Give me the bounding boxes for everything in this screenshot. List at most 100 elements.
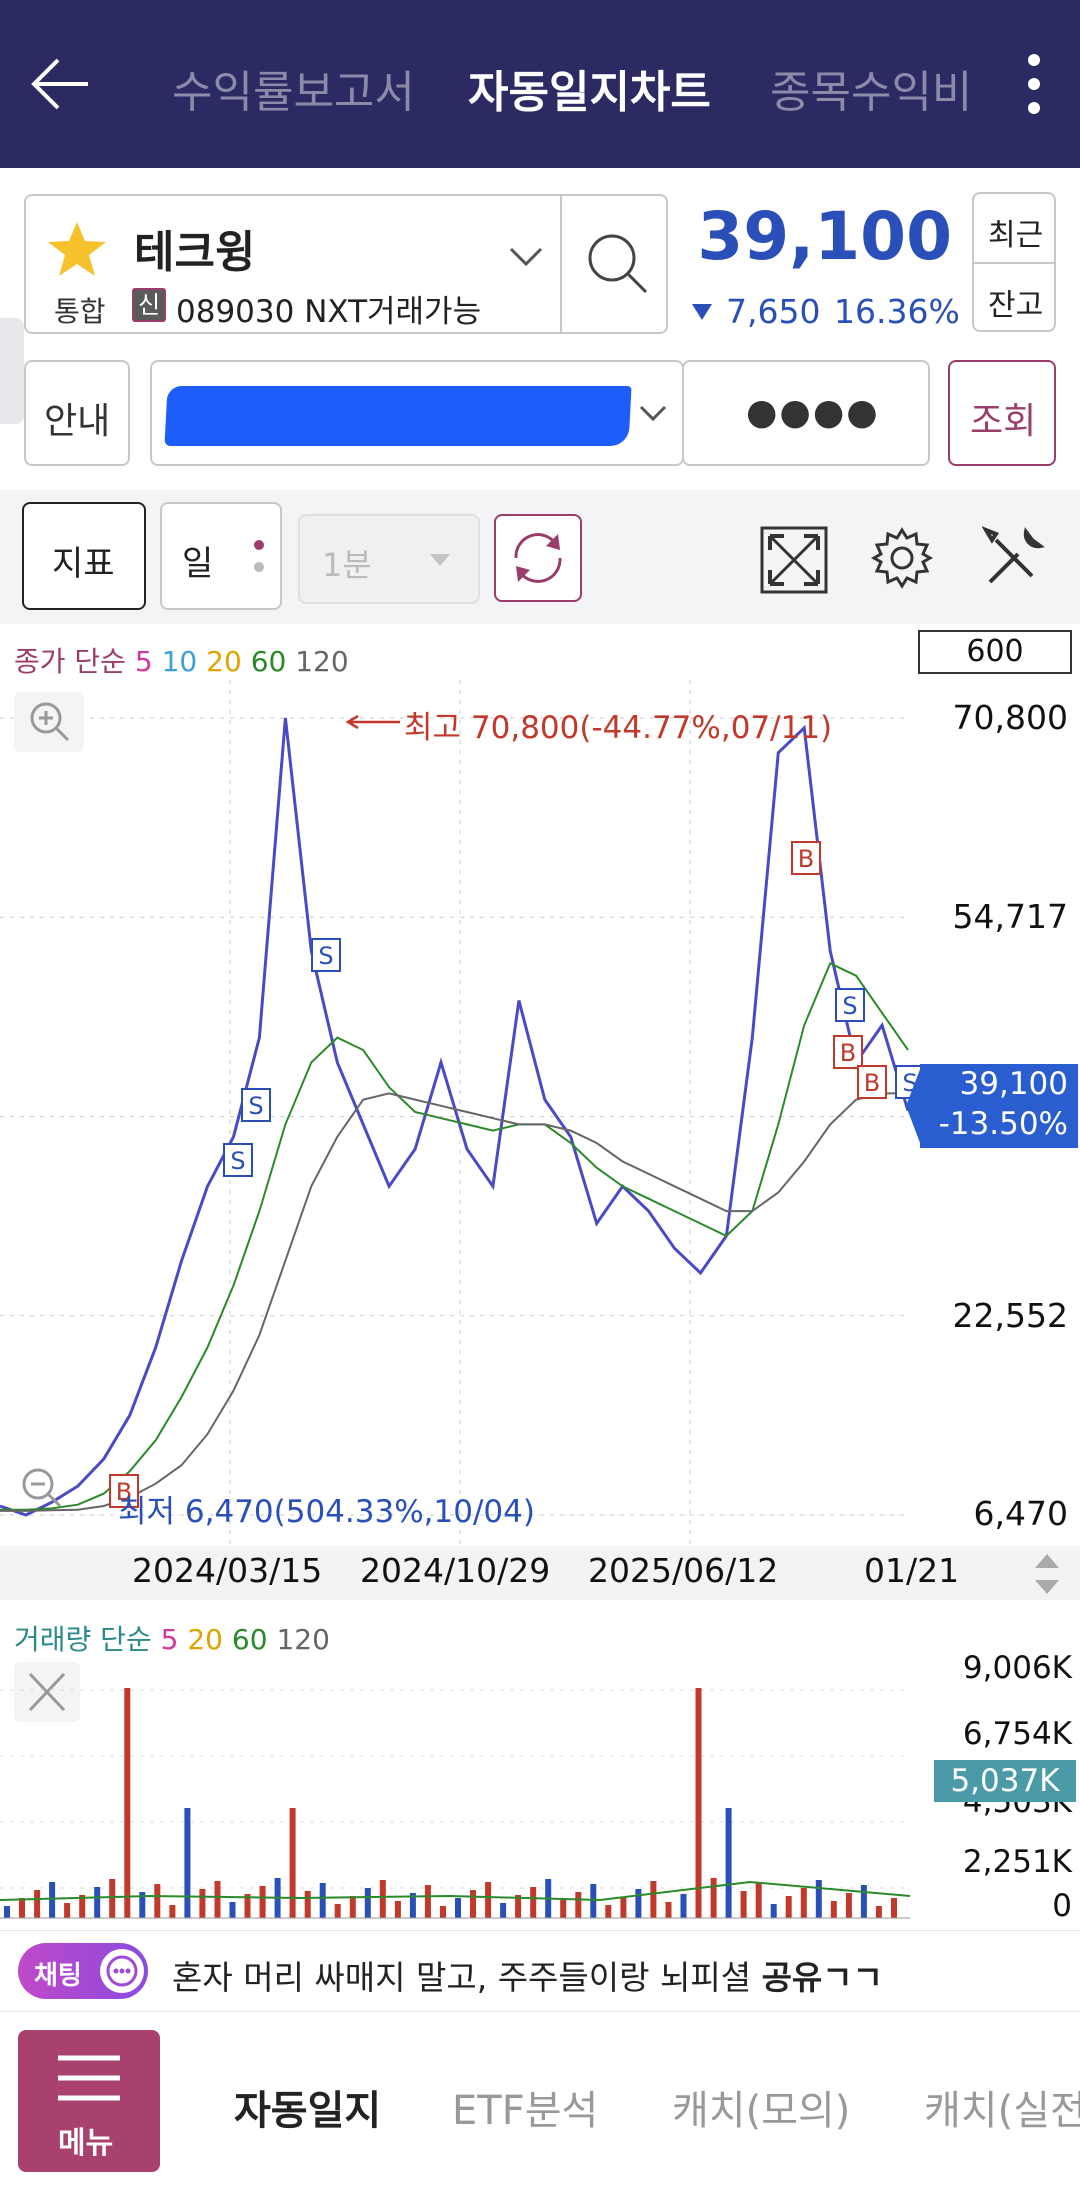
bar-count-box[interactable]: 600 [918,630,1072,674]
date-label-1: 2024/03/15 [132,1551,323,1590]
nav-etf-analysis[interactable]: ETF분석 [452,2088,599,2134]
sell-marker-label: S [230,1147,245,1175]
volume-bar [259,1886,266,1918]
sell-marker [311,938,341,972]
menu-label: 메뉴 [58,2126,114,2161]
tab-stock-profit[interactable]: 종목수익비 [770,67,973,118]
account-selector[interactable] [150,360,684,466]
vol-legend-ma120: 120 [276,1623,330,1656]
volume-bar [319,1883,326,1918]
password-field[interactable]: ●●●● [682,360,930,466]
series-line-60 [0,961,909,1511]
chat-bar[interactable]: 채팅 혼자 머리 싸매지 말고, 주주들이랑 뇌피셜 공유ㄱㄱ [0,1930,1080,2012]
recent-balance-button[interactable]: 최근 잔고 [972,192,1056,332]
period-dot-active [254,540,264,550]
fullscreen-icon[interactable] [758,524,830,600]
vol-axis-label-2: 6,754K [962,1716,1072,1752]
close-volume-icon[interactable] [14,1662,80,1722]
volume-bar [470,1890,476,1918]
guide-button[interactable]: 안내 [24,360,130,466]
volume-bar [394,1901,401,1918]
buy-marker [833,1035,863,1069]
zoom-in-icon[interactable] [14,692,84,752]
search-divider [560,196,562,332]
refresh-button[interactable] [494,514,582,602]
side-edge-tab[interactable] [0,318,24,424]
chat-message-text: 혼자 머리 싸매지 말고, 주주들이랑 뇌피셜 [172,1958,762,1997]
minute-selector[interactable]: 1분 [298,514,480,604]
volume-chart[interactable] [0,1660,1080,1924]
search-icon[interactable] [584,230,650,300]
legend-prefix: 종가 단순 [14,645,126,678]
volume-bar [695,1688,702,1918]
redacted-account-mark [164,386,632,446]
stock-selector[interactable]: 테크윙 통합 신 089030 NXT거래가능 [24,194,668,334]
indicator-button[interactable]: 지표 [22,502,146,610]
volume-bar [785,1896,792,1918]
volume-bar [440,1906,446,1918]
nav-catch-mock[interactable]: 캐치(모의) [672,2088,851,2134]
period-selector[interactable]: 일 [160,502,282,610]
sell-marker-label: S [842,992,857,1020]
sell-marker-label: S [318,942,333,970]
buy-marker [791,841,821,875]
tools-icon[interactable] [981,525,1046,594]
more-vertical-icon[interactable] [1022,52,1046,116]
price-axis-label-2: 54,717 [952,897,1068,936]
nav-auto-journal[interactable]: 자동일지 [234,2088,382,2134]
buy-marker [109,1474,139,1508]
sell-marker [241,1088,271,1122]
chevron-down-icon[interactable] [638,404,668,426]
tab-profit-report[interactable]: 수익률보고서 [172,67,415,118]
settings-gear-icon[interactable] [870,526,934,594]
buy-marker-label: B [840,1039,856,1067]
resize-handle-icon[interactable] [1032,1552,1062,1600]
price-chart[interactable]: BBBBSSSSSS [0,680,1080,1550]
volume-bar [605,1905,612,1918]
marker-pct: -13.50% [938,1106,1068,1142]
date-label-3: 2025/06/12 [588,1551,779,1590]
legend-ma20: 20 [206,645,242,678]
price-change: 7,650 [726,292,821,331]
sell-marker [835,988,865,1022]
legend-ma60: 60 [250,645,287,678]
price-axis-label-4: 22,552 [952,1296,1068,1335]
favorite-star-icon[interactable] [46,220,108,282]
market-label: 통합 [54,295,106,328]
credit-badge: 신 [132,288,166,322]
volume-bar [334,1904,341,1918]
volume-bar [364,1888,371,1918]
current-price: 39,100 [697,198,952,275]
menu-button[interactable]: 메뉴 [18,2030,160,2172]
chevron-down-icon[interactable] [508,246,544,272]
volume-bar [665,1902,672,1918]
volume-bar [500,1903,507,1918]
high-annotation: 최고 70,800(-44.77%,07/11) [404,710,833,746]
legend-ma10: 10 [161,645,198,678]
minute-label: 1분 [322,546,372,584]
recent-label: 최근 [988,218,1044,253]
volume-bar [4,1906,10,1918]
nav-catch-real[interactable]: 캐치(실전 [924,2088,1080,2134]
volume-bar [34,1890,41,1918]
zoom-out-icon[interactable] [14,1462,68,1508]
legend-ma5: 5 [134,645,153,678]
tab-auto-journal-chart[interactable]: 자동일지차트 [468,67,711,118]
chat-message-bold: 공유ㄱㄱ [761,1958,884,1997]
vol-legend-ma60: 60 [231,1623,268,1656]
volume-bar [755,1883,762,1918]
volume-bar [244,1894,251,1918]
back-arrow-icon[interactable] [28,56,92,112]
chat-badge[interactable]: 채팅 [18,1943,148,1999]
volume-bar [830,1901,837,1918]
query-button[interactable]: 조회 [948,360,1056,466]
volume-bar [139,1892,146,1918]
volume-bar [725,1808,732,1918]
current-price-marker: 39,100 -13.50% [920,1064,1078,1148]
volume-bar [199,1889,206,1918]
volume-legend: 거래량 단순 5 20 60 120 [14,1618,330,1658]
sell-marker-label: S [248,1092,263,1120]
series-line-종가 [0,717,910,1517]
buy-marker [857,1065,887,1099]
date-label-2: 2024/10/29 [360,1551,551,1590]
